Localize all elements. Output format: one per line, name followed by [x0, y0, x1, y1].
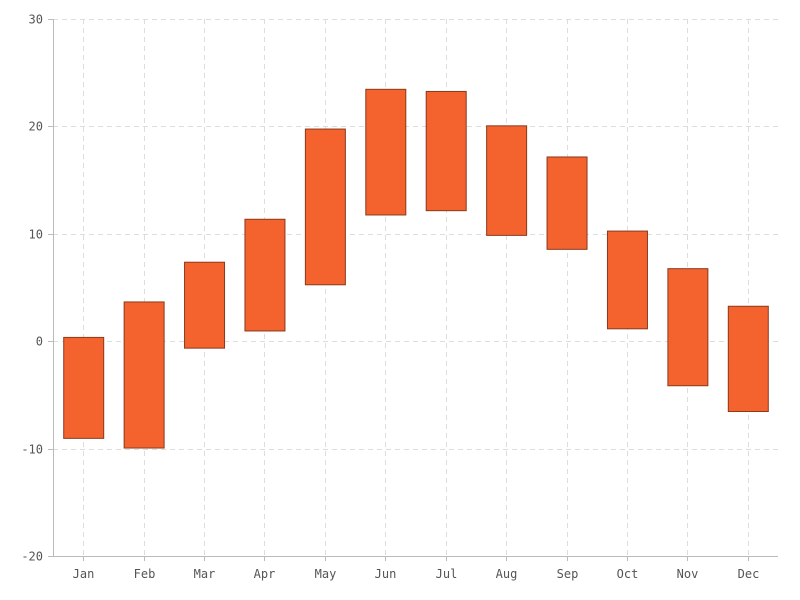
bar-sep[interactable]	[546, 156, 588, 250]
grid-layer	[53, 19, 778, 556]
x-tick-label: Sep	[557, 567, 579, 581]
bar-apr[interactable]	[244, 218, 286, 332]
y-tick-label: 10	[29, 228, 43, 242]
y-tick-label: 20	[29, 120, 43, 134]
x-tick-label: Jun	[375, 567, 397, 581]
bar-jun[interactable]	[365, 88, 407, 216]
x-tick-label: Nov	[677, 567, 699, 581]
bar-feb[interactable]	[123, 301, 165, 449]
x-tick-label: Apr	[254, 567, 276, 581]
bar-layer	[63, 88, 769, 449]
y-tick-label: -20	[21, 550, 43, 564]
bar-oct[interactable]	[606, 230, 648, 330]
x-tick-label: Feb	[134, 567, 156, 581]
x-tick-label: Oct	[617, 567, 639, 581]
bar-nov[interactable]	[667, 268, 709, 387]
y-tick-label: 30	[29, 13, 43, 27]
x-tick-label: Aug	[496, 567, 518, 581]
x-tick-label: Jul	[436, 567, 458, 581]
y-tick-label: -10	[21, 443, 43, 457]
y-tick-label: 0	[36, 335, 43, 349]
bar-mar[interactable]	[184, 261, 226, 349]
x-tick-label: Dec	[738, 567, 760, 581]
x-tick-label: May	[315, 567, 337, 581]
bar-aug[interactable]	[486, 125, 528, 236]
label-layer: -20 -10 0 10 20 30 Jan Feb Mar Apr May Jun Jul Aug Sep…	[21, 13, 759, 582]
axis-layer	[48, 19, 778, 561]
x-tick-label: Jan	[73, 567, 95, 581]
bar-jan[interactable]	[63, 336, 105, 439]
bar-jul[interactable]	[425, 90, 467, 212]
bar-may[interactable]	[304, 128, 346, 286]
x-tick-label: Mar	[194, 567, 216, 581]
bar-dec[interactable]	[727, 305, 769, 413]
